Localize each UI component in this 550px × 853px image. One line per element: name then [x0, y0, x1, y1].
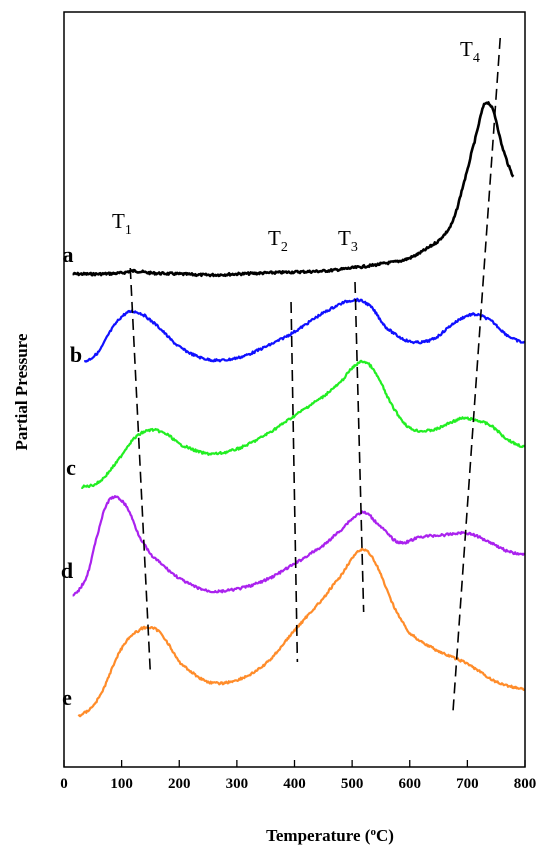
- series-line-e: [77, 547, 525, 718]
- series-label-a: a: [63, 242, 74, 267]
- x-tick-label-100: 100: [110, 776, 133, 792]
- guide-line-T2: [290, 301, 299, 663]
- series-line-b: [83, 297, 526, 363]
- axes-group: 0 100 200 300 400 500 600 700 800: [60, 11, 537, 792]
- x-tick-label-500: 500: [341, 776, 364, 792]
- guide-line-T4: [452, 37, 502, 713]
- x-tick-label-600: 600: [399, 776, 422, 792]
- guide-lines-group: T1 T2 T3 T4: [112, 37, 502, 713]
- guide-line-T1: [129, 267, 152, 676]
- x-axis-title: Temperature (oC): [266, 826, 394, 845]
- curves-group: a b c d e: [61, 101, 526, 718]
- series-line-a: [72, 101, 515, 278]
- series-line-d: [72, 495, 526, 597]
- guide-label-T3: T3: [338, 226, 358, 255]
- y-axis-title: Partial Pressure: [12, 333, 31, 450]
- x-tick-label-800: 800: [514, 776, 537, 792]
- guide-label-T1: T1: [112, 209, 132, 238]
- series-label-c: c: [66, 455, 76, 480]
- plot-frame: [63, 11, 526, 768]
- guide-label-T2: T2: [268, 226, 288, 255]
- x-tick-label-200: 200: [168, 776, 191, 792]
- series-label-b: b: [70, 342, 82, 367]
- series-line-c: [81, 359, 526, 489]
- guide-line-T3: [354, 281, 365, 613]
- x-tick-label-700: 700: [456, 776, 479, 792]
- guide-label-T4: T4: [460, 37, 480, 66]
- x-tick-label-0: 0: [60, 776, 68, 792]
- series-label-e: e: [62, 685, 72, 710]
- x-tick-label-400: 400: [283, 776, 306, 792]
- series-label-d: d: [61, 558, 73, 583]
- x-tick-label-300: 300: [226, 776, 249, 792]
